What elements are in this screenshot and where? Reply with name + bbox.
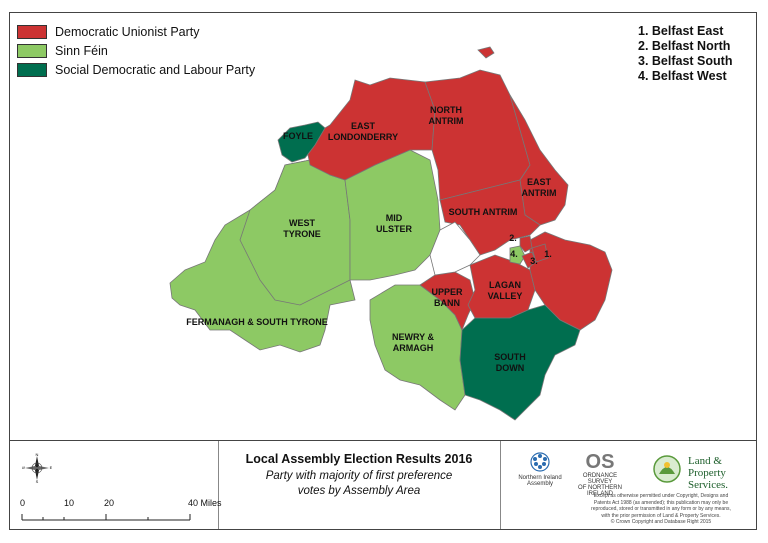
compass-n: N [36, 453, 39, 457]
lps-logo-icon [653, 455, 681, 483]
map-title: Local Assembly Election Results 2016 [245, 452, 473, 466]
label-south-down-1: SOUTH [494, 352, 526, 362]
label-fermanagh: FERMANAGH & SOUTH TYRONE [186, 317, 328, 327]
label-newry-armagh-1: NEWRY & [392, 332, 435, 342]
scale-tick-0: 0 [20, 498, 26, 508]
label-lagan-valley-1: LAGAN [489, 280, 521, 290]
assembly-name-line1: Northern Ireland [518, 475, 562, 481]
scale-tick-40: 40 Miles [188, 498, 222, 508]
region-foyle[interactable] [277, 121, 326, 163]
label-east-antrim-1: EAST [527, 177, 552, 187]
legend-item-sdlp: Social Democratic and Labour Party [17, 60, 255, 79]
belfast-mark-1: 1. [544, 249, 552, 259]
legend-swatch-dup [17, 24, 47, 39]
label-upper-bann-1: UPPER [431, 287, 463, 297]
footer-divider [10, 440, 756, 441]
legend-swatch-sdlp [17, 62, 47, 77]
label-south-down-2: DOWN [496, 363, 525, 373]
os-logo: OS ORDNANCE SURVEY OF NORTHERN IRELAND [575, 451, 625, 497]
footer-divider-right [500, 441, 501, 529]
map-subtitle-line1: Party with majority of first preference [265, 470, 453, 482]
party-legend: Democratic Unionist Party Sinn Féin Soci… [17, 22, 255, 79]
lps-line1: Land & [688, 455, 722, 467]
label-foyle: FOYLE [283, 131, 313, 141]
legend-item-sf: Sinn Féin [17, 41, 255, 60]
label-upper-bann-2: BANN [434, 298, 460, 308]
label-east-antrim-2: ANTRIM [522, 188, 557, 198]
compass-rose-icon: N S E W [22, 453, 52, 483]
footer-divider-left [218, 441, 219, 529]
scale-tick-10: 10 [64, 498, 75, 508]
label-mid-ulster-2: ULSTER [376, 224, 413, 234]
region-strangford-north-down[interactable] [529, 231, 613, 331]
map-frame [9, 12, 757, 530]
label-east-londonderry-1: EAST [351, 121, 376, 131]
label-south-antrim: SOUTH ANTRIM [449, 207, 518, 217]
compass-w: W [22, 465, 25, 470]
copyright-notice: Except as otherwise permitted under Copy… [571, 493, 751, 526]
label-north-antrim-2: ANTRIM [429, 116, 464, 126]
label-east-londonderry-2: LONDONDERRY [328, 132, 398, 142]
copyright-line4: with the prior permission of Land & Prop… [601, 512, 721, 519]
assembly-name-line2: Assembly [526, 481, 553, 487]
region-east-antrim[interactable] [509, 94, 569, 226]
belfast-key-4: 4. Belfast West [638, 69, 727, 83]
scale-bar: 0 10 20 40 Miles [20, 498, 230, 522]
legend-label-sf: Sinn Féin [55, 43, 108, 58]
map-subtitle: Party with majority of first preference … [224, 469, 494, 499]
copyright-line5: © Crown Copyright and Database Right 201… [610, 519, 712, 525]
legend-label-dup: Democratic Unionist Party [55, 24, 200, 39]
label-mid-ulster-1: MID [386, 213, 403, 223]
region-south-down[interactable] [459, 304, 581, 421]
copyright-line2: Patents Act 1988 (as amended); this publ… [593, 499, 729, 506]
os-mark: OS [585, 451, 615, 473]
lough-neagh [429, 221, 481, 276]
rathlin-island [477, 46, 495, 59]
compass-e: E [50, 465, 52, 470]
lps-line2: Property [688, 467, 726, 479]
assembly-logo: Northern Ireland Assembly [515, 451, 565, 487]
scale-tick-labels: 0 10 20 40 Miles [20, 498, 230, 510]
belfast-mark-3: 3. [530, 256, 538, 266]
lps-line3: Services. [688, 479, 729, 491]
scale-bar-line [21, 514, 191, 521]
belfast-key-2: 2. Belfast North [638, 39, 731, 53]
os-line2: OF NORTHERN IRELAND [578, 485, 622, 497]
map-subtitle-line2: votes by Assembly Area [297, 485, 421, 497]
belfast-mark-4: 4. [510, 249, 518, 259]
label-newry-armagh-2: ARMAGH [393, 343, 434, 353]
belfast-mark-2: 2. [509, 233, 517, 243]
label-west-tyrone-2: TYRONE [283, 229, 321, 239]
belfast-key-3: 3. Belfast South [638, 54, 733, 68]
label-west-tyrone-1: WEST [289, 218, 316, 228]
label-lagan-valley-2: VALLEY [488, 291, 523, 301]
legend-label-sdlp: Social Democratic and Labour Party [55, 62, 256, 77]
legend-item-dup: Democratic Unionist Party [17, 22, 255, 41]
belfast-key: 1. Belfast East 2. Belfast North 3. Belf… [638, 24, 732, 84]
belfast-key-1: 1. Belfast East [638, 24, 724, 38]
copyright-line1: Except as otherwise permitted under Copy… [593, 493, 729, 499]
region-belfast-north[interactable] [519, 235, 533, 253]
label-north-antrim-1: NORTH [430, 105, 462, 115]
region-south-antrim[interactable] [439, 179, 541, 256]
lps-name: Land & Property Services. [688, 455, 728, 491]
compass-s: S [36, 479, 39, 483]
legend-swatch-sf [17, 43, 47, 58]
region-north-antrim[interactable] [424, 69, 531, 201]
region-belfast-east[interactable] [531, 243, 549, 263]
assembly-flax-icon [530, 452, 550, 472]
os-line1: ORDNANCE SURVEY [582, 473, 618, 485]
scale-tick-20: 20 [104, 498, 115, 508]
region-belfast-west[interactable] [509, 245, 526, 265]
copyright-line3: reproduced, stored or transmitted in any… [591, 506, 731, 512]
